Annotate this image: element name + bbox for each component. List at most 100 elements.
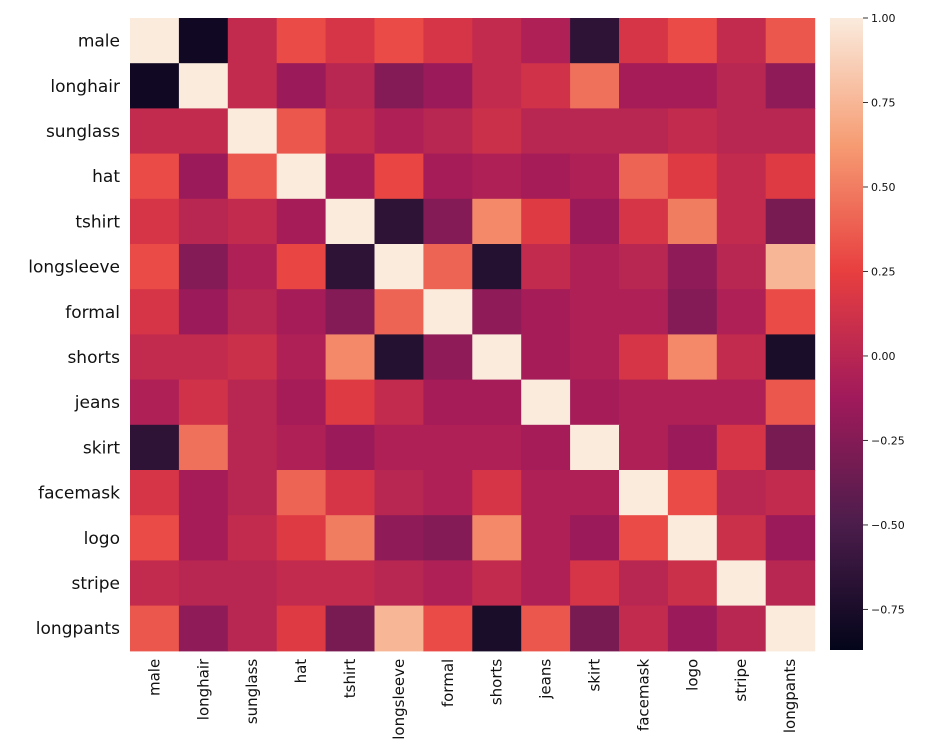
heatmap-cell-longsleeve-tshirt [325,244,376,290]
heatmap-cell-skirt-formal [423,424,473,471]
heatmap-cell-shorts-stripe [716,334,767,381]
heatmap-cell-facemask-sunglass [227,470,278,516]
heatmap-cell-shorts-formal [423,334,473,381]
heatmap-cell-shorts-longsleeve [374,334,424,381]
heatmap-cell-male-longhair [178,18,229,64]
heatmap-cell-stripe-skirt [570,560,620,607]
y-tick-label-skirt: skirt [83,438,120,458]
heatmap-cell-shorts-skirt [570,334,620,381]
heatmap-cell-male-jeans [521,18,571,64]
heatmap-cell-longsleeve-male [130,244,180,290]
y-tick-label-stripe: stripe [72,574,121,594]
heatmap-cell-logo-stripe [716,515,767,561]
heatmap-cell-logo-male [130,515,180,561]
heatmap-cell-formal-skirt [570,289,620,335]
heatmap-cell-longpants-facemask [619,605,669,652]
heatmap-cell-male-shorts [472,18,522,64]
heatmap-cell-tshirt-longsleeve [374,198,424,245]
heatmap-cell-logo-shorts [472,515,522,561]
heatmap-cell-facemask-longpants [765,470,816,516]
y-tick-label-formal: formal [65,303,120,323]
heatmap-cell-sunglass-longsleeve [374,108,424,155]
heatmap-cell-shorts-hat [276,334,327,381]
heatmap-cell-logo-tshirt [325,515,376,561]
heatmap-cell-sunglass-formal [423,108,473,155]
heatmap-cell-longsleeve-sunglass [227,244,278,290]
heatmap-cell-longhair-logo [667,63,718,109]
x-tick-label-stripe: stripe [732,659,750,702]
heatmap-cell-logo-longsleeve [374,515,424,561]
heatmap-cell-jeans-facemask [619,379,669,426]
heatmap-cell-stripe-tshirt [325,560,376,607]
heatmap-cell-facemask-male [130,470,180,516]
heatmap-cell-stripe-jeans [521,560,571,607]
heatmap-cell-sunglass-longhair [178,108,229,155]
heatmap-cell-skirt-longhair [178,424,229,471]
heatmap-cell-tshirt-hat [276,198,327,245]
heatmap-cell-longsleeve-longpants [765,244,816,290]
heatmap-cell-sunglass-stripe [716,108,767,155]
colorbar-tick-label: −0.25 [871,434,905,447]
heatmap-cell-tshirt-jeans [521,198,571,245]
heatmap-cell-skirt-longsleeve [374,424,424,471]
heatmap-cell-male-skirt [570,18,620,64]
heatmap-cell-longpants-formal [423,605,473,652]
heatmap-cell-shorts-shorts [472,334,522,381]
heatmap-cell-longhair-longhair [178,63,229,109]
heatmap-cell-hat-skirt [570,153,620,200]
heatmap-cell-male-logo [667,18,718,64]
heatmap-cell-longhair-facemask [619,63,669,109]
heatmap-cell-skirt-sunglass [227,424,278,471]
heatmap-cell-facemask-logo [667,470,718,516]
heatmap-cell-logo-hat [276,515,327,561]
colorbar-tick-label: 0.25 [871,265,896,278]
heatmap-cell-jeans-stripe [716,379,767,426]
heatmap-cell-longhair-stripe [716,63,767,109]
heatmap-cell-sunglass-sunglass [227,108,278,155]
heatmap-cell-skirt-longpants [765,424,816,471]
heatmap-cell-shorts-longpants [765,334,816,381]
heatmap-cell-formal-male [130,289,180,335]
heatmap-cell-tshirt-male [130,198,180,245]
heatmap-cell-longhair-formal [423,63,473,109]
x-tick-label-formal: formal [439,659,457,707]
heatmap-cell-longhair-male [130,63,180,109]
heatmap-cell-skirt-male [130,424,180,471]
heatmap-cell-longpants-male [130,605,180,652]
heatmap-cell-hat-longsleeve [374,153,424,200]
heatmap-cell-sunglass-logo [667,108,718,155]
heatmap-cell-longsleeve-jeans [521,244,571,290]
heatmap-cell-formal-hat [276,289,327,335]
colorbar-tick-label: −0.50 [871,519,905,532]
heatmap-cell-formal-stripe [716,289,767,335]
heatmap-cell-male-sunglass [227,18,278,64]
heatmap-cell-shorts-longhair [178,334,229,381]
heatmap-cell-facemask-facemask [619,470,669,516]
heatmap-cell-longpants-tshirt [325,605,376,652]
heatmap-cell-hat-sunglass [227,153,278,200]
x-tick-label-skirt: skirt [586,659,604,692]
heatmap-cell-longpants-jeans [521,605,571,652]
heatmap-cell-skirt-logo [667,424,718,471]
heatmap-cell-tshirt-facemask [619,198,669,245]
heatmap-cell-jeans-shorts [472,379,522,426]
x-tick-label-shorts: shorts [488,659,506,706]
heatmap-cell-formal-shorts [472,289,522,335]
x-tick-label-facemask: facemask [634,658,652,731]
heatmap-cell-facemask-tshirt [325,470,376,516]
y-tick-label-longpants: longpants [36,619,120,639]
heatmap-cell-hat-logo [667,153,718,200]
y-tick-label-hat: hat [92,167,120,187]
heatmap-cell-male-longsleeve [374,18,424,64]
colorbar-tick-label: 0.00 [871,350,896,363]
y-tick-label-longhair: longhair [50,77,120,97]
x-tick-label-hat: hat [292,659,310,684]
heatmap-cell-stripe-sunglass [227,560,278,607]
heatmap-cell-male-formal [423,18,473,64]
heatmap-cell-formal-longhair [178,289,229,335]
heatmap-cell-skirt-hat [276,424,327,471]
heatmap-cell-facemask-shorts [472,470,522,516]
heatmap-cell-longhair-longpants [765,63,816,109]
heatmap-cell-longsleeve-formal [423,244,473,290]
